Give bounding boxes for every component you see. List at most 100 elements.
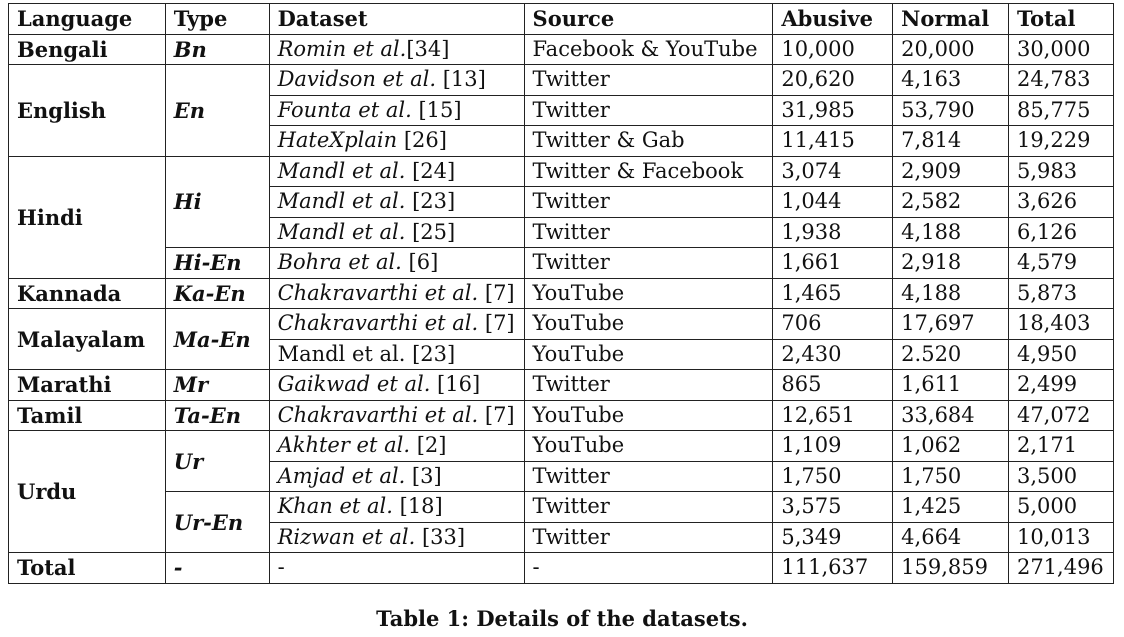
source-cell: Twitter — [523, 186, 774, 218]
table-row: Mandl et al. [25] Twitter 1,938 4,188 6,126 — [9, 216, 1115, 248]
normal-cell: 4,163 — [892, 64, 1009, 96]
language-cell: Hindi — [8, 155, 166, 279]
dataset-reference: [25] — [405, 219, 456, 244]
dataset-name: Mandl et al. — [277, 219, 406, 244]
table-row: HateXplain [26] Twitter & Gab 11,415 7,814 1… — [9, 125, 1115, 157]
type-cell: - — [164, 552, 270, 584]
normal-cell: 4,664 — [892, 521, 1009, 553]
source-cell: Twitter — [523, 247, 774, 279]
col-header-language: Language — [8, 3, 166, 35]
language-cell: Total — [8, 552, 166, 584]
abusive-cell: 2,430 — [772, 338, 894, 370]
dataset-name: Mandl et al. — [277, 158, 406, 183]
source-cell: Twitter — [523, 491, 774, 523]
normal-cell: 4,188 — [892, 216, 1009, 248]
language-cell: Bengali — [8, 33, 166, 65]
table-row: Mandl et al. [23] Twitter 1,044 2,582 3,626 — [9, 186, 1115, 218]
source-cell: Twitter — [523, 64, 774, 96]
table-row: Bengali Bn Romin et al.[34] Facebook & YouT… — [8, 33, 1115, 65]
dataset-cell: Mandl et al. [23] — [268, 338, 525, 370]
normal-cell: 1,611 — [892, 369, 1009, 401]
source-cell: Twitter — [523, 216, 774, 248]
table-row: Kannada Ka-En Chakravarthi et al. [7] YouTu… — [8, 277, 1115, 309]
type-cell: Ma-En — [164, 308, 270, 370]
source-cell: Twitter & Facebook — [523, 155, 774, 187]
table-row: Founta et al. [15] Twitter 31,985 53,790 85,… — [9, 94, 1115, 126]
table-row: Total - - -111,637 159,859 271,496 — [8, 552, 1115, 584]
type-cell: Bn — [164, 33, 270, 65]
dataset-cell: Chakravarthi et al. [7] — [268, 399, 525, 431]
type-cell: Ur-En — [164, 491, 270, 553]
total-cell: 5,000 — [1007, 491, 1115, 523]
dataset-name: Davidson et al. — [277, 67, 437, 92]
abusive-cell: 5,349 — [772, 521, 894, 553]
abusive-cell: 1,465 — [772, 277, 894, 309]
dataset-reference: [33] — [415, 524, 466, 549]
total-cell: 3,500 — [1007, 460, 1115, 492]
dataset-cell: Khan et al. [18] — [268, 491, 525, 523]
abusive-cell: 706 — [772, 308, 894, 340]
source-cell: YouTube — [523, 430, 774, 462]
total-cell: 271,496 — [1007, 552, 1115, 584]
dataset-cell: Founta et al. [15] — [268, 94, 525, 126]
source-cell: - — [523, 552, 774, 584]
normal-cell: 2.520 — [892, 338, 1009, 370]
dataset-cell: Davidson et al. [13] — [268, 64, 525, 96]
dataset-cell: Mandl et al. [25] — [268, 216, 525, 248]
type-cell: Ta-En — [164, 399, 270, 431]
normal-cell: 33,684 — [892, 399, 1009, 431]
dataset-reference: [3] — [405, 463, 442, 488]
abusive-cell: 11,415 — [772, 125, 894, 157]
abusive-cell: 1,661 — [772, 247, 894, 279]
col-header-dataset: Dataset — [268, 3, 525, 35]
dataset-cell: Chakravarthi et al. [7] — [268, 277, 525, 309]
type-cell: En — [164, 64, 270, 157]
total-cell: 5,983 — [1007, 155, 1115, 187]
dataset-name: Chakravarthi et al. — [277, 280, 479, 305]
normal-cell: 53,790 — [892, 94, 1009, 126]
normal-cell: 20,000 — [892, 33, 1009, 65]
dataset-name: Mandl et al. — [277, 189, 406, 214]
dataset-name: Chakravarthi et al. — [277, 311, 479, 336]
table-row: Mandl et al. [23] YouTube 2,430 2.520 4,950 — [9, 338, 1115, 370]
dataset-cell: HateXplain [26] — [268, 125, 525, 157]
dataset-reference: [16] — [430, 372, 481, 397]
abusive-cell: 31,985 — [772, 94, 894, 126]
normal-cell: 1,750 — [892, 460, 1009, 492]
source-cell: Twitter & Gab — [523, 125, 774, 157]
type-cell: Mr — [164, 369, 270, 401]
normal-cell: 159,859 — [892, 552, 1009, 584]
table-row: Ur-En Khan et al. [18] Twitter 3,575 1,425 5,… — [9, 491, 1115, 553]
abusive-cell: 12,651 — [772, 399, 894, 431]
table-body: Bengali Bn Romin et al.[34] Facebook & YouT… — [8, 33, 1115, 584]
dataset-name: Founta et al. — [277, 97, 412, 122]
source-cell: Facebook & YouTube — [523, 33, 774, 65]
total-cell: 2,499 — [1007, 369, 1115, 401]
dataset-reference: [34] — [406, 36, 450, 61]
language-cell: Malayalam — [8, 308, 166, 370]
datasets-table: Language Type Dataset Source Abusive Nor… — [8, 3, 1115, 584]
table-row: Urdu Ur Akhter et al. [2] YouTube 1,109 1,062… — [8, 430, 1115, 553]
abusive-cell: 1,109 — [772, 430, 894, 462]
total-cell: 30,000 — [1007, 33, 1115, 65]
source-cell: Twitter — [523, 521, 774, 553]
normal-cell: 2,582 — [892, 186, 1009, 218]
normal-cell: 1,062 — [892, 430, 1009, 462]
col-header-source: Source — [523, 3, 774, 35]
type-cell: Hi — [164, 155, 270, 248]
source-cell: YouTube — [523, 399, 774, 431]
total-cell: 2,171 — [1007, 430, 1115, 462]
total-cell: 85,775 — [1007, 94, 1115, 126]
normal-cell: 1,425 — [892, 491, 1009, 523]
language-cell: Marathi — [8, 369, 166, 401]
dataset-name: Mandl et al. [23] — [277, 341, 456, 366]
dataset-reference: [13] — [436, 67, 486, 92]
dataset-cell: Amjad et al. [3] — [268, 460, 525, 492]
source-cell: Twitter — [523, 460, 774, 492]
dataset-cell: Mandl et al. [24] — [268, 155, 525, 187]
source-cell: Twitter — [523, 369, 774, 401]
total-cell: 24,783 — [1007, 64, 1115, 96]
normal-cell: 7,814 — [892, 125, 1009, 157]
dataset-reference: [6] — [401, 250, 439, 275]
dataset-name: Rizwan et al. — [277, 524, 416, 549]
